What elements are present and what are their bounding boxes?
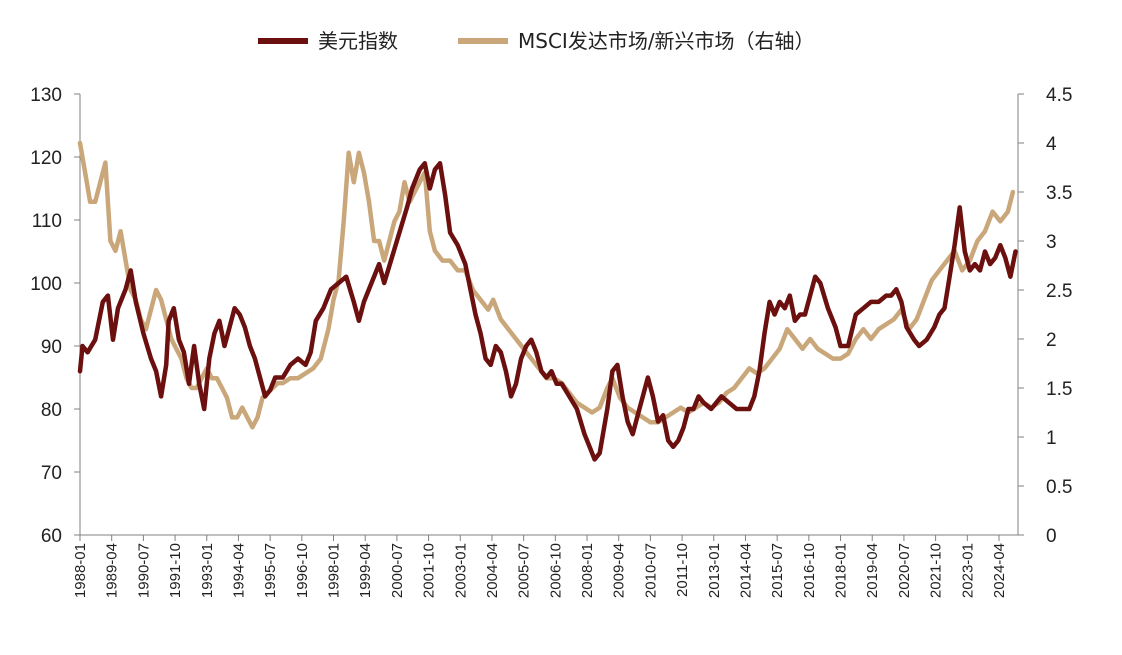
x-tick-label: 1989-04 bbox=[104, 543, 121, 598]
x-tick-label: 2013-01 bbox=[706, 543, 723, 598]
y-left-tick-label: 130 bbox=[30, 85, 62, 106]
y-right-tick-label: 1 bbox=[1046, 428, 1057, 449]
y-right-tick-label: 2.5 bbox=[1046, 281, 1072, 302]
y-left-tick-label: 60 bbox=[41, 526, 62, 547]
x-tick-label: 2014-04 bbox=[737, 543, 754, 598]
x-tick-label: 1988-01 bbox=[72, 543, 89, 598]
x-tick-label: 2003-01 bbox=[452, 543, 469, 598]
x-tick-label: 1993-01 bbox=[199, 543, 216, 598]
x-tick-label: 2019-04 bbox=[864, 543, 881, 598]
y-left-tick-label: 110 bbox=[32, 211, 62, 232]
y-right-tick-label: 0 bbox=[1046, 526, 1057, 547]
x-tick-label: 2006-10 bbox=[547, 543, 564, 598]
x-tick-label: 1991-10 bbox=[167, 543, 184, 598]
x-tick-label: 2016-10 bbox=[801, 543, 818, 598]
x-tick-label: 2010-07 bbox=[642, 543, 659, 598]
x-tick-label: 1998-01 bbox=[326, 543, 343, 598]
x-tick-label: 1995-07 bbox=[262, 543, 279, 598]
x-tick-label: 2018-01 bbox=[833, 543, 850, 598]
x-tick-label: 1990-07 bbox=[135, 543, 152, 598]
y-right-tick-label: 4 bbox=[1046, 134, 1057, 155]
y-right-tick-label: 1.5 bbox=[1046, 379, 1072, 400]
x-tick-label: 2023-01 bbox=[959, 543, 976, 598]
x-tick-label: 2009-04 bbox=[611, 543, 628, 598]
y-left-tick-label: 120 bbox=[30, 148, 62, 169]
x-tick-label: 2015-07 bbox=[769, 543, 786, 598]
series-line-msci-ratio bbox=[77, 140, 1016, 430]
y-right-tick-label: 2 bbox=[1046, 330, 1057, 351]
x-tick-label: 2008-01 bbox=[579, 543, 596, 598]
y-left-tick-label: 70 bbox=[41, 463, 62, 484]
x-tick-label: 2021-10 bbox=[928, 543, 945, 598]
x-tick-label: 2024-04 bbox=[991, 543, 1008, 598]
y-left-tick-label: 90 bbox=[41, 337, 62, 358]
legend: 美元指数 MSCI发达市场/新兴市场（右轴） bbox=[258, 29, 815, 53]
x-tick-label: 1996-10 bbox=[294, 543, 311, 598]
series-line-usd-index bbox=[77, 161, 1018, 462]
x-tick-label: 2005-07 bbox=[516, 543, 533, 598]
y-left-tick-label: 100 bbox=[30, 274, 62, 295]
legend-label-usd-index: 美元指数 bbox=[318, 29, 398, 53]
x-tick-label: 2000-07 bbox=[389, 543, 406, 598]
x-tick-label: 1994-04 bbox=[230, 543, 247, 598]
legend-label-msci-ratio: MSCI发达市场/新兴市场（右轴） bbox=[518, 29, 815, 53]
x-tick-label: 1999-04 bbox=[357, 543, 374, 598]
y-right-tick-label: 3 bbox=[1046, 232, 1057, 253]
y-right-tick-label: 0.5 bbox=[1046, 477, 1072, 498]
x-tick-label: 2004-04 bbox=[484, 543, 501, 598]
x-tick-label: 2001-10 bbox=[421, 543, 438, 598]
y-right-tick-label: 4.5 bbox=[1046, 85, 1072, 106]
y-left-tick-label: 80 bbox=[41, 400, 62, 421]
y-right-tick-label: 3.5 bbox=[1046, 183, 1072, 204]
x-tick-label: 2011-10 bbox=[674, 543, 691, 597]
ticks: 60 70 80 90 100 110 120 130 0 0.5 1 1.5 2 2.5 3 3.5 4 4.5… bbox=[30, 85, 1072, 598]
plot-lines bbox=[77, 140, 1018, 462]
x-tick-label: 2020-07 bbox=[896, 543, 913, 598]
axes bbox=[79, 94, 1019, 536]
